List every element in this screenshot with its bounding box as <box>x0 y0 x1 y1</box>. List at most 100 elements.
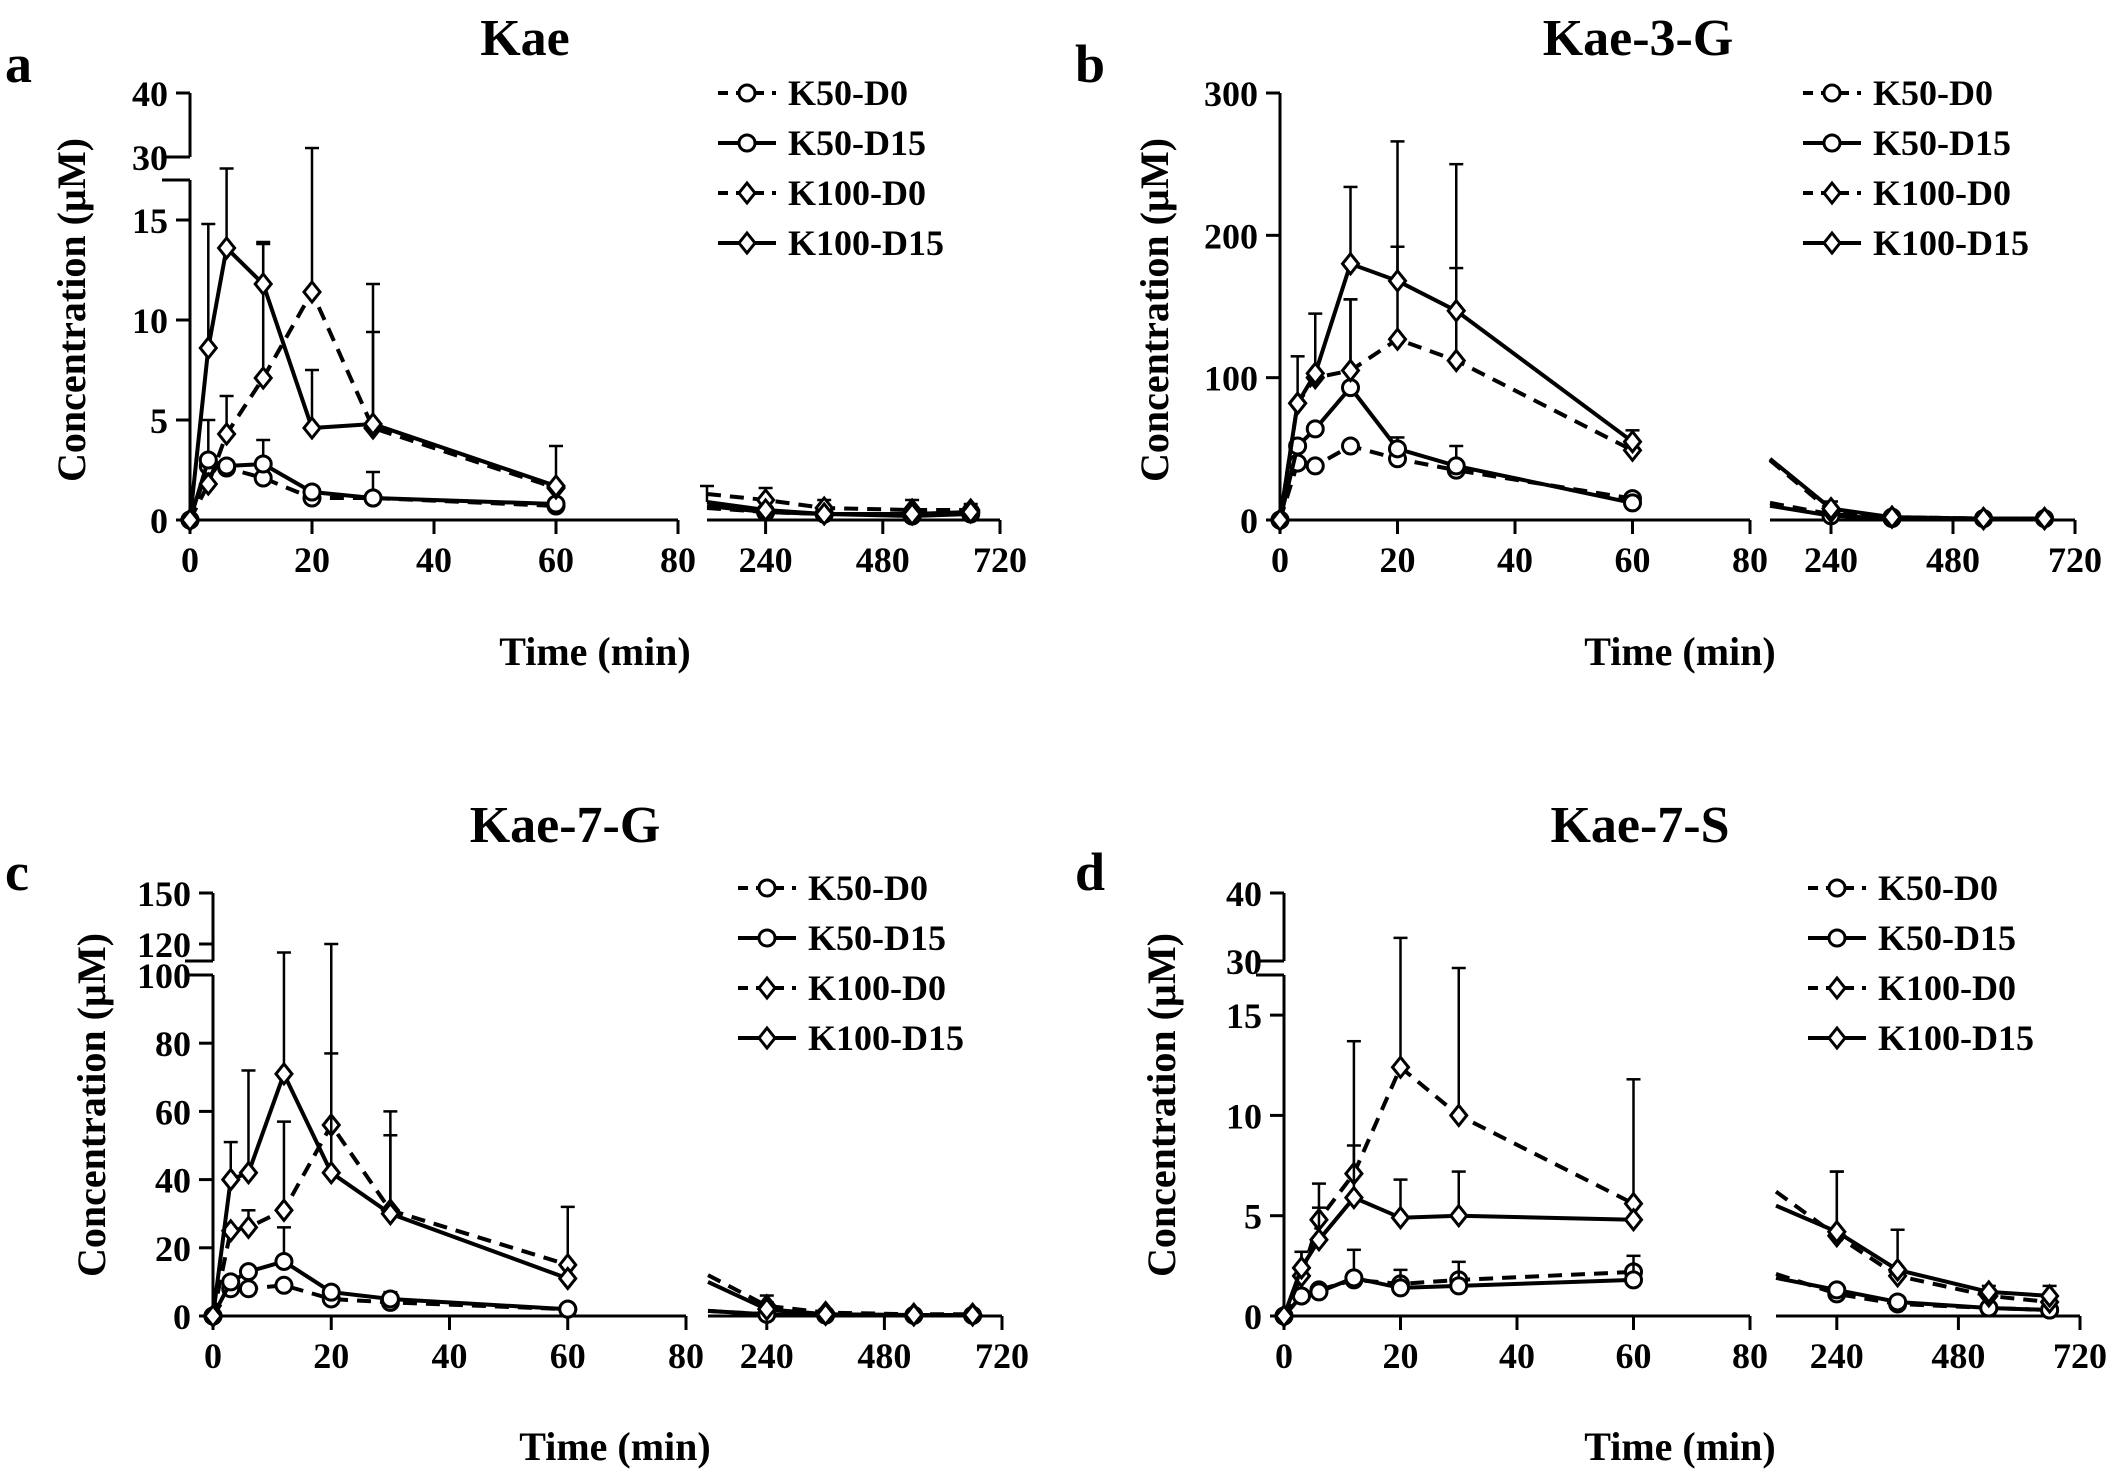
chart-title: Kae <box>480 10 570 67</box>
legend-label: K50-D15 <box>1873 123 2011 163</box>
legend-label: K100-D0 <box>1873 173 2011 213</box>
x-tick-label: 480 <box>1931 1336 1985 1376</box>
data-point-diamond <box>960 499 981 525</box>
legend-label: K100-D0 <box>788 173 926 213</box>
x-tick-label: 40 <box>1497 540 1533 580</box>
y-tick-label: 300 <box>1204 74 1258 114</box>
data-point-circle <box>363 488 383 508</box>
panel-letter: c <box>5 842 29 902</box>
legend-label: K100-D15 <box>1878 1018 2034 1058</box>
legend-label: K50-D15 <box>808 918 946 958</box>
panel-letter: d <box>1075 842 1105 902</box>
panel-a: a Kae 0 5 10 15 30 40 0 20 40 60 80 240 480 720 Time (mi… <box>5 10 1027 674</box>
data-point-circle <box>558 1299 578 1319</box>
legend-marker-circle <box>1827 878 1847 898</box>
data-point-diamond <box>274 1061 294 1087</box>
legend-item: K100-D15 <box>1808 1018 2034 1058</box>
legend-item: K50-D15 <box>1803 123 2011 163</box>
legend-marker-circle <box>757 878 777 898</box>
y-tick-label: 0 <box>1244 1297 1262 1337</box>
y-tick-label: 10 <box>132 301 168 341</box>
legend-label: K100-D15 <box>808 1018 964 1058</box>
legend-marker-diamond <box>757 975 777 1001</box>
data-point-diamond <box>2034 506 2055 531</box>
data-point-diamond <box>1887 1257 1908 1283</box>
y-tick-label: 0 <box>173 1297 191 1337</box>
x-tick-label: 20 <box>1380 540 1416 580</box>
legend-label: K50-D15 <box>788 123 926 163</box>
x-tick-label: 20 <box>313 1336 349 1376</box>
x-tick-label: 60 <box>1616 1336 1652 1376</box>
legend-marker-circle <box>737 133 757 153</box>
legend-item: K100-D0 <box>718 173 926 213</box>
legend-marker-diamond <box>1822 230 1842 256</box>
data-point-circle <box>274 1275 294 1295</box>
data-point-circle <box>302 482 322 502</box>
series-K100-D15 <box>1270 140 2055 533</box>
legend-item: K50-D15 <box>738 918 946 958</box>
panel-letter: b <box>1075 34 1105 94</box>
x-axis-label: Time (min) <box>499 629 690 674</box>
x-axis-label: Time (min) <box>1584 1424 1775 1469</box>
legend-marker-circle <box>757 928 777 948</box>
x-tick-label: 240 <box>739 540 793 580</box>
data-point-diamond <box>302 415 322 441</box>
series-K50-D15 <box>203 1226 983 1326</box>
data-point-diamond <box>1448 1103 1469 1128</box>
y-tick-label: 60 <box>155 1092 191 1132</box>
y-tick-label: 10 <box>1226 1096 1262 1136</box>
y-axis-label: Concentration (µM) <box>1139 933 1184 1277</box>
chart-title: Kae-7-G <box>470 797 661 854</box>
legend-marker-diamond <box>737 230 757 256</box>
data-point-diamond <box>902 501 923 527</box>
x-tick-label: 240 <box>1804 540 1858 580</box>
legend-label: K100-D0 <box>1878 968 2016 1008</box>
legend-label: K50-D0 <box>1878 868 1998 908</box>
data-point-diamond <box>755 497 776 523</box>
y-tick-label: 20 <box>155 1229 191 1269</box>
data-point-circle <box>1309 1282 1329 1302</box>
data-point-circle <box>321 1282 341 1302</box>
panel-letter: a <box>5 34 32 94</box>
series-line <box>706 500 971 516</box>
data-point-circle <box>1305 456 1325 476</box>
x-tick-label: 60 <box>550 1336 586 1376</box>
legend-label: K50-D0 <box>1873 73 1993 113</box>
data-point-diamond <box>1446 298 1467 324</box>
data-point-diamond <box>321 1160 342 1186</box>
data-point-diamond <box>557 1266 578 1291</box>
y-tick-label: 120 <box>137 925 191 965</box>
series-K50-D15 <box>180 418 981 530</box>
x-tick-label: 80 <box>1732 540 1768 580</box>
x-tick-label: 80 <box>1732 1336 1768 1376</box>
data-point-diamond <box>1343 1185 1364 1211</box>
data-point-diamond <box>546 473 566 499</box>
data-point-diamond <box>815 1301 836 1327</box>
data-point-diamond <box>1309 1227 1329 1253</box>
x-tick-label: 40 <box>1499 1336 1535 1376</box>
data-point-diamond <box>903 1302 924 1328</box>
x-tick-label: 40 <box>416 540 452 580</box>
data-point-diamond <box>1390 1205 1411 1231</box>
data-point-diamond <box>1448 1203 1469 1229</box>
data-point-circle <box>1827 1280 1847 1300</box>
data-point-diamond <box>198 335 219 361</box>
x-tick-label: 480 <box>1926 540 1980 580</box>
data-point-circle <box>253 454 273 474</box>
legend-label: K50-D15 <box>1878 918 2016 958</box>
legend-marker-diamond <box>737 180 757 206</box>
y-tick-label: 30 <box>132 138 168 178</box>
legend-item: K50-D15 <box>1808 918 2016 958</box>
data-point-circle <box>1305 419 1325 439</box>
legend-item: K100-D0 <box>738 968 946 1008</box>
data-point-circle <box>1888 1292 1908 1312</box>
y-axis-label: Concentration (µM) <box>1132 138 1177 482</box>
x-tick-label: 240 <box>740 1336 794 1376</box>
y-tick-label: 15 <box>132 201 168 241</box>
data-point-circle <box>198 450 218 470</box>
y-axis-label: Concentration (µM) <box>69 933 114 1277</box>
x-tick-label: 40 <box>432 1336 468 1376</box>
data-point-diamond <box>1973 506 1994 531</box>
y-tick-label: 100 <box>1204 359 1258 399</box>
